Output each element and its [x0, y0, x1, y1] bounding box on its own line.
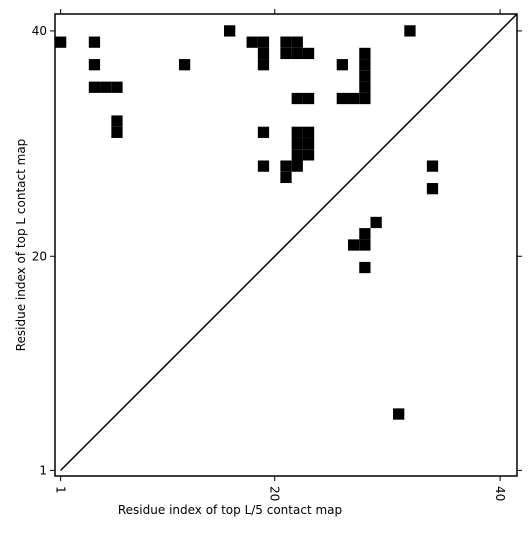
contact-cell: [88, 59, 101, 71]
contact-cell: [359, 59, 371, 71]
contact-cell: [111, 115, 123, 127]
contact-cell: [302, 47, 315, 60]
y-tick-label: 40: [32, 24, 47, 38]
contact-cell: [359, 261, 371, 274]
contact-cell: [359, 239, 371, 251]
contact-cell: [280, 47, 292, 60]
contact-cell: [88, 36, 101, 48]
contact-cell: [359, 70, 371, 82]
contact-cell: [257, 59, 270, 71]
x-axis-label: Residue index of top L/5 contact map: [118, 503, 342, 517]
y-tick-label: 1: [39, 463, 47, 477]
contact-cell: [224, 25, 236, 37]
x-tick-label: 20: [268, 486, 282, 501]
contact-cell: [359, 92, 371, 105]
plot-frame: [54, 13, 518, 477]
contact-cell: [359, 47, 371, 60]
contact-cell: [246, 36, 258, 48]
contact-cell: [55, 36, 67, 48]
x-tick-label: 1: [54, 486, 68, 494]
contact-cell: [280, 171, 292, 184]
contact-cell: [257, 160, 270, 172]
y-tick-label: 20: [32, 249, 47, 263]
contact-cell: [426, 183, 439, 195]
contact-cell: [111, 126, 123, 138]
contact-cell: [111, 81, 123, 93]
contact-cell: [100, 81, 112, 93]
contact-cell: [370, 216, 382, 229]
y-axis-label: Residue index of top L contact map: [14, 139, 28, 352]
contact-cell: [359, 228, 371, 240]
contact-cell: [347, 92, 360, 105]
contact-cell: [302, 92, 315, 105]
contact-cell: [178, 59, 191, 71]
contact-cell: [302, 126, 315, 138]
contact-cell: [257, 36, 270, 48]
contact-cell: [426, 160, 439, 172]
contact-cell: [280, 36, 292, 48]
contact-cell: [393, 408, 405, 420]
contact-cell: [336, 92, 348, 105]
contact-cell: [291, 92, 303, 105]
contact-cell: [291, 137, 303, 150]
x-tick-label: 40: [493, 486, 507, 501]
contact-cell: [291, 126, 303, 138]
contact-cell: [280, 160, 292, 172]
contact-cell: [291, 160, 303, 172]
diagonal: [60, 13, 518, 471]
contact-cell: [347, 239, 360, 251]
contact-cell: [291, 36, 303, 48]
contact-cell: [302, 137, 315, 150]
contact-cell: [404, 25, 416, 37]
contact-cell: [291, 149, 303, 161]
contact-cell: [257, 47, 270, 60]
contact-cell: [302, 149, 315, 161]
contact-cell: [359, 81, 371, 93]
contact-cell: [257, 126, 270, 138]
contact-cell: [291, 47, 303, 60]
contact-cell: [88, 81, 101, 93]
contact-cell: [336, 59, 348, 71]
